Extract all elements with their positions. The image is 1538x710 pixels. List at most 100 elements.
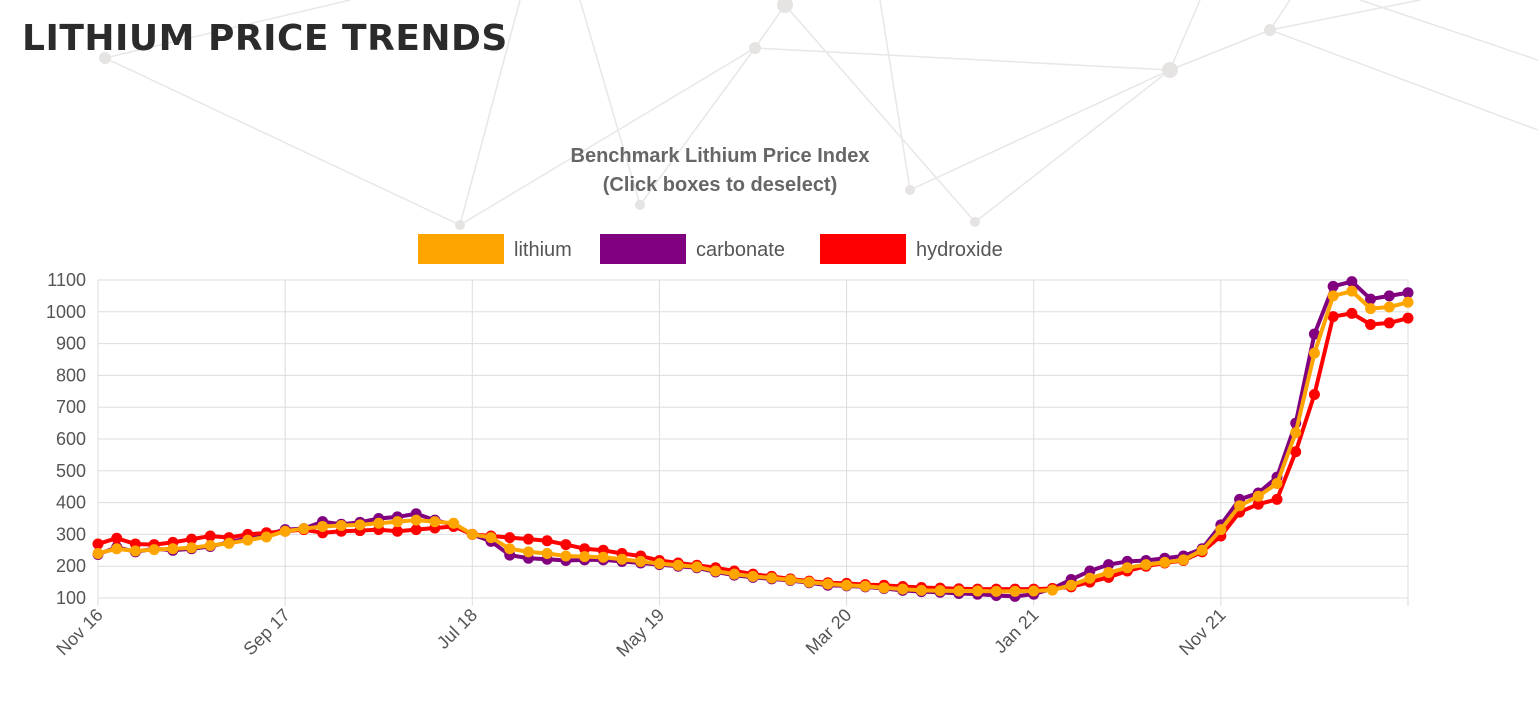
point-hydroxide-23[interactable] <box>522 533 534 545</box>
point-hydroxide-16[interactable] <box>391 525 403 537</box>
point-hydroxide-67[interactable] <box>1346 307 1358 319</box>
legend-swatch-carbonate[interactable] <box>600 234 686 264</box>
point-lithium-36[interactable] <box>766 572 778 584</box>
point-lithium-17[interactable] <box>410 514 422 526</box>
point-lithium-1[interactable] <box>111 543 123 555</box>
point-lithium-56[interactable] <box>1140 559 1152 571</box>
point-carbonate-69[interactable] <box>1383 290 1395 302</box>
point-lithium-44[interactable] <box>915 584 927 596</box>
point-hydroxide-24[interactable] <box>541 535 553 547</box>
point-lithium-14[interactable] <box>354 519 366 531</box>
point-lithium-58[interactable] <box>1177 554 1189 566</box>
point-carbonate-54[interactable] <box>1103 559 1115 571</box>
point-lithium-28[interactable] <box>616 553 628 565</box>
point-lithium-49[interactable] <box>1009 585 1021 597</box>
point-lithium-26[interactable] <box>579 551 591 563</box>
point-lithium-5[interactable] <box>186 542 198 554</box>
legend-label-carbonate[interactable]: carbonate <box>696 239 785 261</box>
legend-swatch-lithium[interactable] <box>418 234 504 264</box>
point-lithium-12[interactable] <box>317 520 329 532</box>
point-lithium-53[interactable] <box>1084 572 1096 584</box>
point-lithium-43[interactable] <box>897 583 909 595</box>
point-lithium-40[interactable] <box>841 579 853 591</box>
point-lithium-10[interactable] <box>279 525 291 537</box>
point-lithium-7[interactable] <box>223 537 235 549</box>
point-lithium-8[interactable] <box>242 534 254 546</box>
point-lithium-20[interactable] <box>466 528 478 540</box>
point-lithium-52[interactable] <box>1065 579 1077 591</box>
point-hydroxide-22[interactable] <box>504 532 516 544</box>
point-lithium-13[interactable] <box>335 519 347 531</box>
point-lithium-9[interactable] <box>260 531 272 543</box>
point-lithium-19[interactable] <box>448 517 460 529</box>
point-lithium-16[interactable] <box>391 516 403 528</box>
point-lithium-60[interactable] <box>1215 524 1227 536</box>
point-carbonate-66[interactable] <box>1327 280 1339 292</box>
point-hydroxide-70[interactable] <box>1402 312 1414 324</box>
point-lithium-41[interactable] <box>859 580 871 592</box>
point-carbonate-68[interactable] <box>1365 293 1377 305</box>
point-lithium-25[interactable] <box>560 550 572 562</box>
point-hydroxide-26[interactable] <box>579 543 591 555</box>
point-lithium-55[interactable] <box>1121 562 1133 574</box>
point-lithium-67[interactable] <box>1346 285 1358 297</box>
point-lithium-66[interactable] <box>1327 290 1339 302</box>
point-hydroxide-6[interactable] <box>204 530 216 542</box>
point-lithium-38[interactable] <box>803 576 815 588</box>
point-lithium-54[interactable] <box>1103 567 1115 579</box>
point-lithium-68[interactable] <box>1365 303 1377 315</box>
point-lithium-29[interactable] <box>635 555 647 567</box>
point-lithium-2[interactable] <box>129 545 141 557</box>
point-hydroxide-17[interactable] <box>410 524 422 536</box>
point-carbonate-65[interactable] <box>1308 328 1320 340</box>
point-lithium-15[interactable] <box>373 517 385 529</box>
point-lithium-64[interactable] <box>1290 427 1302 439</box>
point-lithium-33[interactable] <box>710 565 722 577</box>
point-lithium-39[interactable] <box>822 578 834 590</box>
point-lithium-61[interactable] <box>1234 500 1246 512</box>
point-lithium-37[interactable] <box>784 574 796 586</box>
point-lithium-48[interactable] <box>990 585 1002 597</box>
point-hydroxide-1[interactable] <box>111 532 123 544</box>
point-lithium-47[interactable] <box>972 585 984 597</box>
point-lithium-46[interactable] <box>953 585 965 597</box>
point-lithium-23[interactable] <box>522 546 534 558</box>
point-lithium-45[interactable] <box>934 585 946 597</box>
point-lithium-24[interactable] <box>541 547 553 559</box>
point-hydroxide-68[interactable] <box>1365 319 1377 331</box>
point-hydroxide-62[interactable] <box>1252 498 1264 510</box>
point-lithium-11[interactable] <box>298 523 310 535</box>
point-lithium-51[interactable] <box>1046 584 1058 596</box>
point-carbonate-67[interactable] <box>1346 276 1358 288</box>
point-lithium-57[interactable] <box>1159 556 1171 568</box>
point-hydroxide-65[interactable] <box>1308 388 1320 400</box>
point-lithium-4[interactable] <box>167 543 179 555</box>
point-lithium-32[interactable] <box>691 561 703 573</box>
point-lithium-3[interactable] <box>148 544 160 556</box>
point-lithium-62[interactable] <box>1252 490 1264 502</box>
legend-item-carbonate[interactable]: carbonate <box>600 234 785 264</box>
point-hydroxide-66[interactable] <box>1327 311 1339 323</box>
point-lithium-0[interactable] <box>92 547 104 559</box>
point-hydroxide-0[interactable] <box>92 538 104 550</box>
point-lithium-50[interactable] <box>1028 585 1040 597</box>
point-lithium-22[interactable] <box>504 543 516 555</box>
point-lithium-18[interactable] <box>429 516 441 528</box>
point-lithium-42[interactable] <box>878 582 890 594</box>
legend-swatch-hydroxide[interactable] <box>820 234 906 264</box>
point-lithium-59[interactable] <box>1196 544 1208 556</box>
legend-item-lithium[interactable]: lithium <box>418 234 572 264</box>
point-hydroxide-5[interactable] <box>186 533 198 545</box>
point-lithium-34[interactable] <box>728 568 740 580</box>
point-carbonate-70[interactable] <box>1402 287 1414 299</box>
point-lithium-27[interactable] <box>597 551 609 563</box>
point-lithium-30[interactable] <box>653 558 665 570</box>
point-lithium-6[interactable] <box>204 540 216 552</box>
point-hydroxide-63[interactable] <box>1271 493 1283 505</box>
point-lithium-31[interactable] <box>672 559 684 571</box>
point-lithium-21[interactable] <box>485 532 497 544</box>
legend-label-lithium[interactable]: lithium <box>514 239 572 261</box>
point-lithium-65[interactable] <box>1308 347 1320 359</box>
point-hydroxide-25[interactable] <box>560 539 572 551</box>
point-hydroxide-69[interactable] <box>1383 317 1395 329</box>
